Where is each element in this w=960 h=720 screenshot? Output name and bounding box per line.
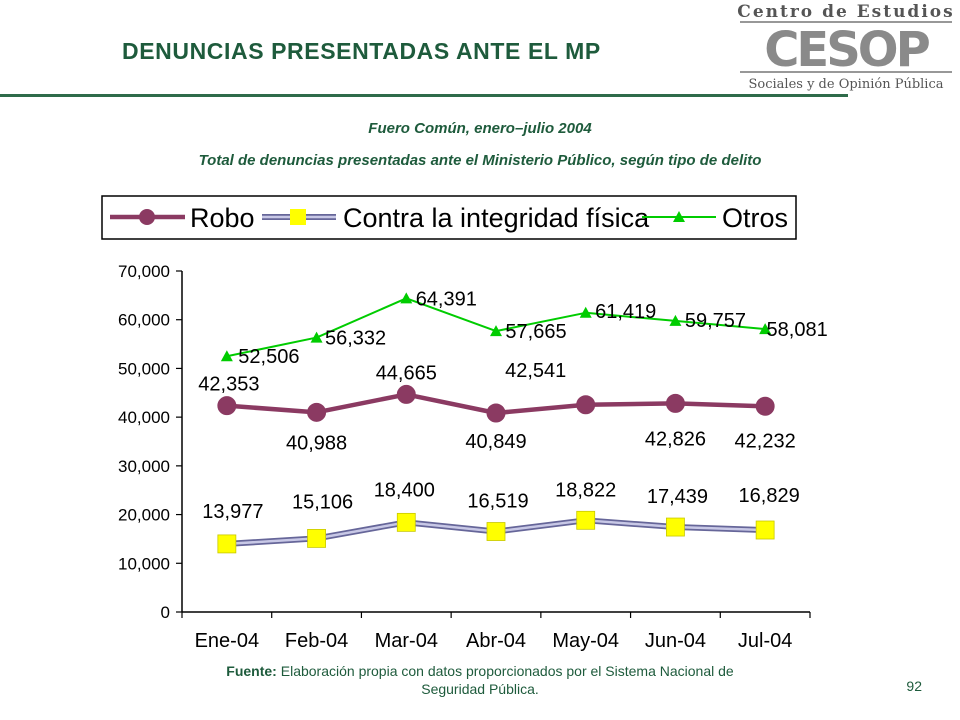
data-label-robo: 42,541 — [505, 360, 566, 382]
data-label-integridad: 16,519 — [467, 491, 528, 513]
data-label-integridad: 16,829 — [739, 485, 800, 507]
source-label: Fuente: — [226, 663, 277, 679]
point-robo — [665, 393, 685, 413]
data-label-otros: 59,757 — [685, 310, 746, 332]
point-otros — [669, 314, 682, 326]
logo-bottom-text: Sociales y de Opinión Pública — [749, 77, 944, 92]
legend-label-robo: Robo — [190, 203, 255, 233]
chart-subtitle-1: Fuero Común, enero–julio 2004 — [368, 120, 592, 137]
data-label-otros: 64,391 — [416, 288, 477, 310]
x-tick-label: Mar-04 — [375, 630, 438, 652]
data-label-otros: 56,332 — [325, 328, 386, 350]
source-text: Elaboración propia con datos proporciona… — [280, 663, 734, 697]
point-otros — [759, 323, 772, 335]
source-note: Fuente: Elaboración propia con datos pro… — [200, 662, 760, 698]
point-otros — [310, 331, 323, 343]
data-label-integridad: 17,439 — [647, 486, 708, 508]
logo-big-text: CESOP — [764, 22, 929, 78]
x-tick-label: Ene-04 — [195, 630, 260, 652]
data-label-integridad: 15,106 — [292, 491, 353, 513]
point-robo — [307, 402, 327, 422]
point-otros — [579, 306, 592, 318]
legend-label-integridad: Contra la integridad física — [343, 203, 650, 233]
header-divider — [0, 94, 848, 97]
point-otros — [490, 325, 502, 337]
point-robo — [486, 403, 506, 423]
data-label-integridad: 13,977 — [202, 501, 263, 523]
data-label-integridad: 18,822 — [555, 479, 616, 501]
logo-top-text: Centro de Estudios — [737, 2, 954, 22]
x-tick-label: Abr-04 — [466, 630, 526, 652]
legend-label-otros: Otros — [722, 203, 788, 233]
data-label-otros: 58,081 — [767, 319, 828, 341]
point-integridad — [755, 520, 775, 540]
data-label-robo: 40,849 — [465, 431, 526, 453]
point-robo — [755, 396, 775, 416]
y-tick-label: 10,000 — [118, 554, 170, 573]
chart-subtitle-2: Total de denuncias presentadas ante el M… — [198, 152, 762, 169]
point-robo — [576, 395, 596, 415]
data-label-robo: 42,826 — [645, 428, 706, 450]
point-integridad — [217, 534, 237, 554]
data-label-robo: 44,665 — [376, 362, 437, 384]
data-label-robo: 42,232 — [735, 430, 796, 452]
legend-marker-integridad — [290, 209, 306, 225]
data-label-otros: 52,506 — [238, 346, 299, 368]
legend-marker-robo — [139, 209, 155, 225]
point-integridad — [486, 522, 506, 541]
x-tick-label: May-04 — [552, 630, 619, 652]
point-integridad — [666, 517, 685, 537]
x-tick-label: Feb-04 — [285, 630, 348, 652]
cesop-logo: Centro de Estudios CESOP Sociales y de O… — [737, 2, 954, 92]
point-robo — [396, 384, 416, 404]
page-title: DENUNCIAS PRESENTADAS ANTE EL MP — [122, 38, 601, 64]
point-robo — [217, 396, 237, 416]
data-label-robo: 42,353 — [198, 374, 259, 396]
legend-marker-otros — [673, 211, 685, 222]
point-otros — [220, 350, 233, 362]
data-label-otros: 57,665 — [505, 321, 566, 343]
point-integridad — [307, 529, 326, 548]
x-tick-label: Jun-04 — [645, 630, 706, 652]
point-integridad — [576, 510, 596, 530]
x-tick-label: Jul-04 — [738, 630, 792, 652]
y-tick-label: 20,000 — [118, 506, 170, 525]
data-label-otros: 61,419 — [595, 301, 656, 323]
y-tick-label: 70,000 — [118, 262, 170, 281]
y-tick-label: 60,000 — [118, 311, 170, 330]
page-number: 92 — [906, 678, 922, 694]
y-tick-label: 0 — [161, 603, 170, 622]
data-label-integridad: 18,400 — [374, 479, 435, 501]
y-tick-label: 50,000 — [118, 359, 170, 378]
y-tick-label: 30,000 — [118, 457, 170, 476]
y-tick-label: 40,000 — [118, 408, 170, 427]
data-label-robo: 40,988 — [286, 432, 347, 454]
point-integridad — [396, 512, 416, 532]
point-otros — [400, 292, 413, 304]
